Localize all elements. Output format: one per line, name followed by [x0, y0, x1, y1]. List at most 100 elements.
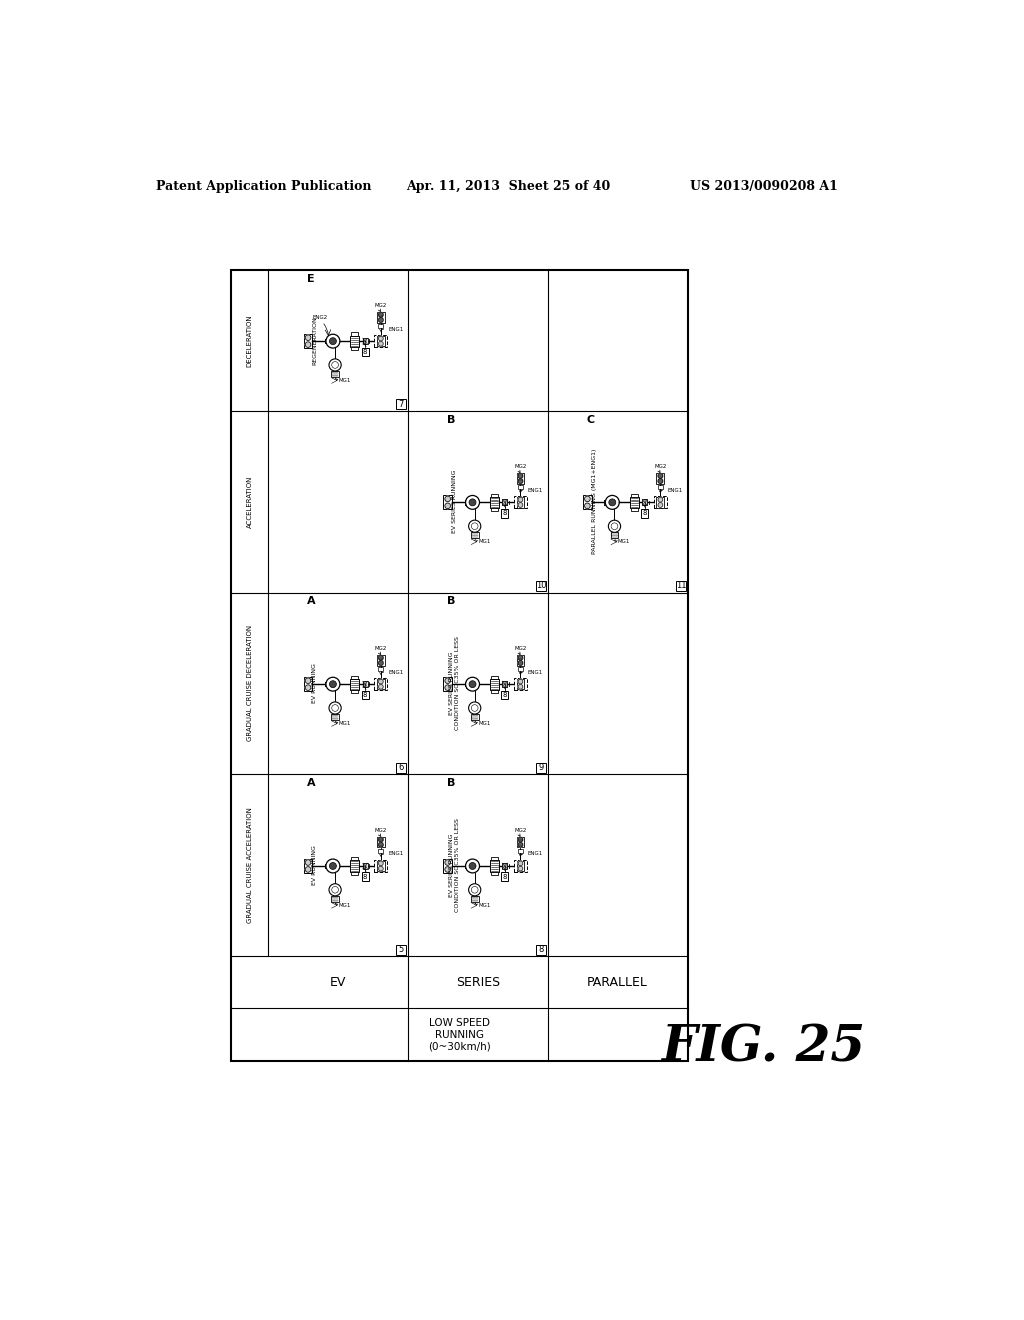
Bar — [361, 873, 369, 882]
Circle shape — [332, 705, 339, 711]
Circle shape — [469, 883, 481, 896]
Circle shape — [469, 499, 476, 506]
Text: MG2: MG2 — [514, 645, 526, 655]
Text: 10: 10 — [536, 581, 546, 590]
Text: 11: 11 — [676, 581, 686, 590]
Bar — [351, 871, 358, 875]
Text: A: A — [307, 779, 315, 788]
Circle shape — [518, 866, 523, 871]
Circle shape — [518, 660, 523, 665]
Text: B: B — [446, 414, 455, 425]
Text: ENG1: ENG1 — [519, 669, 543, 675]
Circle shape — [379, 685, 383, 689]
Bar — [351, 347, 358, 350]
Bar — [396, 945, 407, 954]
Circle shape — [585, 503, 590, 508]
Circle shape — [518, 503, 523, 507]
Text: EV RUNNING: EV RUNNING — [312, 845, 317, 886]
Text: MG1: MG1 — [478, 903, 490, 908]
Circle shape — [326, 859, 340, 873]
Bar — [630, 496, 639, 508]
Circle shape — [469, 681, 476, 688]
Circle shape — [305, 867, 311, 873]
Bar — [516, 474, 524, 483]
Text: MG2: MG2 — [375, 645, 387, 655]
Text: MG2: MG2 — [375, 828, 387, 837]
Bar — [351, 690, 358, 693]
Text: Patent Application Publication: Patent Application Publication — [156, 181, 372, 194]
Bar — [378, 668, 383, 671]
Bar — [490, 676, 498, 678]
Bar — [610, 532, 618, 539]
Bar — [536, 763, 546, 772]
Bar — [583, 495, 592, 510]
Circle shape — [379, 660, 383, 665]
Circle shape — [332, 887, 339, 894]
Circle shape — [658, 479, 663, 483]
Text: 6: 6 — [398, 763, 404, 772]
Bar — [502, 873, 508, 882]
Circle shape — [466, 677, 479, 692]
Circle shape — [469, 702, 481, 714]
Circle shape — [518, 842, 523, 847]
Text: 8: 8 — [362, 692, 368, 698]
Bar — [350, 335, 359, 347]
Text: ENG1: ENG1 — [519, 851, 543, 857]
Bar — [351, 676, 358, 678]
Circle shape — [469, 520, 481, 532]
Bar — [350, 861, 359, 871]
Circle shape — [326, 677, 340, 692]
Bar — [502, 510, 508, 517]
Text: MG1: MG1 — [478, 540, 490, 544]
Bar — [443, 677, 452, 692]
Bar — [471, 896, 478, 902]
Circle shape — [658, 474, 663, 478]
Bar — [631, 508, 638, 511]
Bar — [490, 494, 498, 496]
Bar — [443, 859, 452, 873]
Circle shape — [379, 318, 383, 322]
Bar — [502, 499, 507, 506]
Bar — [656, 498, 665, 508]
Text: MG1: MG1 — [618, 540, 631, 544]
Circle shape — [444, 503, 451, 508]
Text: EV: EV — [330, 975, 346, 989]
Circle shape — [332, 362, 339, 368]
Circle shape — [518, 474, 523, 478]
Text: ENG1: ENG1 — [380, 669, 403, 675]
Circle shape — [379, 337, 383, 341]
Text: 8: 8 — [362, 874, 368, 880]
Bar — [489, 678, 499, 690]
Circle shape — [330, 862, 337, 870]
Bar — [396, 399, 407, 409]
Text: C: C — [587, 414, 594, 425]
Text: PARALLEL: PARALLEL — [587, 975, 648, 989]
Circle shape — [605, 495, 620, 510]
Bar — [362, 338, 368, 345]
Circle shape — [379, 866, 383, 871]
Circle shape — [379, 837, 383, 842]
Bar — [375, 678, 387, 690]
Text: 8: 8 — [539, 945, 544, 954]
Circle shape — [379, 861, 383, 866]
Bar — [331, 896, 339, 902]
Bar — [516, 837, 524, 847]
Bar — [351, 333, 358, 335]
Bar — [304, 334, 312, 348]
Text: MG1: MG1 — [339, 721, 351, 726]
Text: ENG1: ENG1 — [380, 851, 403, 857]
Bar — [518, 668, 523, 671]
Bar — [514, 678, 527, 690]
Circle shape — [379, 842, 383, 847]
Bar — [514, 496, 527, 508]
Circle shape — [466, 495, 479, 510]
Circle shape — [444, 678, 451, 684]
Circle shape — [518, 837, 523, 842]
Circle shape — [471, 523, 478, 529]
Text: 9: 9 — [539, 763, 544, 772]
Bar — [502, 681, 507, 688]
Bar — [331, 714, 339, 721]
Circle shape — [330, 681, 337, 688]
Circle shape — [518, 680, 523, 684]
Bar — [231, 271, 687, 1061]
